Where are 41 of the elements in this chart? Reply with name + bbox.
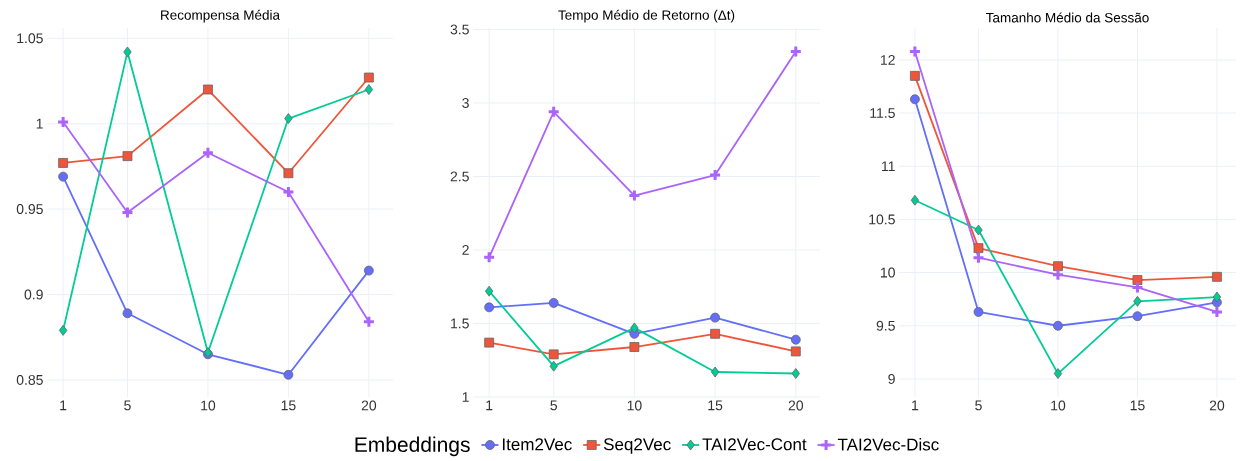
- x-tick-label: 20: [361, 400, 377, 411]
- legend-label: Seq2Vec: [603, 438, 671, 454]
- x-tick-label: 15: [708, 400, 723, 411]
- y-tick-label: 9.5: [876, 320, 895, 331]
- y-tick-label: 11.5: [870, 108, 895, 118]
- x-tick-label: 10: [627, 400, 642, 411]
- y-tick-label: 1.5: [451, 318, 469, 329]
- legend-label: TAI2Vec-Cont: [702, 438, 807, 451]
- y-tick-label: 10.5: [869, 214, 895, 225]
- y-tick-label: 1.05: [17, 33, 43, 44]
- y-tick-label: 9: [888, 373, 895, 384]
- x-tick-label: 1: [486, 400, 493, 411]
- x-tick-label: 10: [1051, 400, 1066, 411]
- x-tick-label: 10: [201, 400, 216, 411]
- y-tick-label: 10: [880, 267, 895, 278]
- x-tick-label: 15: [1130, 400, 1145, 411]
- y-tick-label: 1: [462, 392, 469, 402]
- y-tick-label: 2.5: [450, 171, 469, 182]
- y-tick-label: 3: [462, 98, 469, 108]
- legend-title: Embeddings: [355, 436, 470, 457]
- y-tick-label: 3.5: [450, 24, 469, 35]
- y-tick-label: 12: [880, 55, 895, 65]
- x-tick-label: 1: [60, 400, 67, 411]
- chart-title: Tempo Médio de Retorno (Δt): [558, 9, 735, 23]
- chart-title: Tamanho Médio da Sessão: [986, 12, 1149, 23]
- y-tick-label: 0.85: [16, 374, 43, 385]
- chart-title: Recompensa Média: [161, 9, 281, 23]
- x-tick-label: 5: [975, 400, 982, 411]
- y-tick-label: 0.9: [24, 289, 43, 300]
- y-tick-label: 1: [36, 118, 43, 129]
- legend-label: TAI2Vec-Disc: [837, 438, 939, 451]
- x-tick-label: 15: [281, 400, 296, 411]
- y-tick-label: 2: [462, 245, 469, 255]
- y-tick-label: 11: [882, 161, 895, 172]
- x-tick-label: 20: [1209, 400, 1225, 411]
- legend-label: Item2Vec: [502, 438, 572, 451]
- x-tick-label: 20: [788, 400, 804, 411]
- x-tick-label: 5: [550, 400, 558, 411]
- y-tick-label: 0.95: [16, 204, 43, 215]
- x-tick-label: 5: [124, 400, 131, 411]
- x-tick-label: 1: [912, 400, 919, 411]
